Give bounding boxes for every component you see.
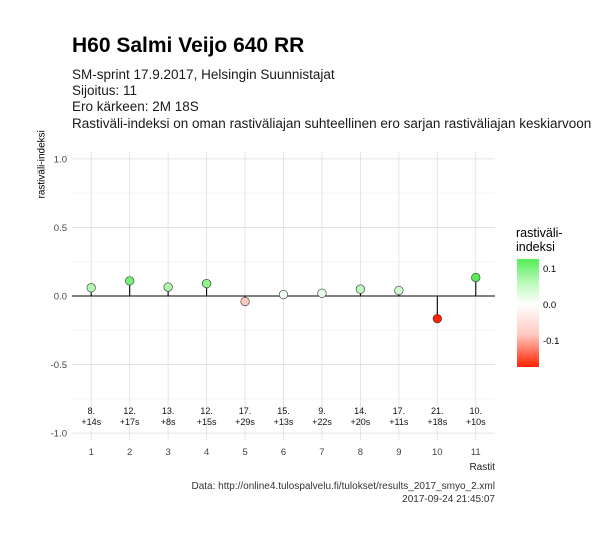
rank-label: 21. bbox=[431, 406, 444, 416]
rank-label: 15. bbox=[277, 406, 290, 416]
chart-title: H60 Salmi Veijo 640 RR bbox=[72, 34, 305, 57]
y-tick-label: 1.0 bbox=[54, 154, 67, 165]
x-tick-label: 5 bbox=[242, 447, 247, 458]
y-tick-label: 0.0 bbox=[54, 292, 67, 303]
x-tick-label: 2 bbox=[127, 447, 132, 458]
timestamp-caption: 2017-09-24 21:45:07 bbox=[402, 494, 495, 505]
rank-label: 14. bbox=[354, 406, 367, 416]
x-tick-label: 1 bbox=[89, 447, 94, 458]
x-tick-label: 8 bbox=[358, 447, 363, 458]
rank-label: 12. bbox=[200, 406, 213, 416]
x-axis-label: Rastit bbox=[469, 462, 495, 473]
time-behind-label: +8s bbox=[161, 417, 176, 427]
legend-tick-low: -0.1 bbox=[543, 336, 560, 347]
data-point bbox=[394, 285, 404, 296]
legend-color-bar bbox=[517, 259, 539, 367]
x-tick-label: 7 bbox=[319, 447, 324, 458]
subtitle-rank: Sijoitus: 11 bbox=[72, 83, 138, 98]
time-behind-label: +17s bbox=[120, 417, 140, 427]
data-point bbox=[163, 282, 173, 292]
data-point bbox=[317, 288, 327, 298]
time-behind-label: +29s bbox=[235, 417, 255, 427]
data-point bbox=[125, 276, 135, 286]
data-source-caption: Data: http://online4.tulospalvelu.fi/tul… bbox=[191, 481, 495, 492]
y-tick-label: -0.5 bbox=[51, 360, 67, 371]
subtitle-event: SM-sprint 17.9.2017, Helsingin Suunnista… bbox=[72, 67, 335, 82]
rank-label: 10. bbox=[470, 406, 483, 416]
legend-tick-high: 0.1 bbox=[543, 264, 557, 275]
rank-label: 17. bbox=[239, 406, 252, 416]
data-point bbox=[355, 284, 366, 294]
legend-title-line2: indeksi bbox=[516, 240, 555, 254]
y-tick-label: 0.5 bbox=[54, 223, 67, 234]
time-behind-label: +18s bbox=[427, 417, 447, 427]
legend-title-line1: rastiväli- bbox=[516, 226, 563, 240]
subtitle-gap: Ero kärkeen: 2M 18S bbox=[72, 99, 199, 114]
x-tick-label: 9 bbox=[396, 447, 401, 458]
rank-label: 8. bbox=[87, 406, 95, 416]
time-behind-label: +13s bbox=[274, 417, 294, 427]
x-tick-label: 11 bbox=[471, 447, 481, 458]
data-point bbox=[278, 290, 289, 300]
time-behind-label: +10s bbox=[466, 417, 486, 427]
data-point bbox=[86, 283, 96, 293]
time-behind-label: +11s bbox=[389, 417, 409, 427]
time-behind-label: +22s bbox=[312, 417, 332, 427]
rank-label: 12. bbox=[123, 406, 136, 416]
legend-title: rastiväli- indeksi bbox=[516, 226, 576, 254]
x-tick-label: 4 bbox=[204, 447, 209, 458]
rank-label: 9. bbox=[318, 406, 326, 416]
rank-label: 17. bbox=[393, 406, 406, 416]
data-point bbox=[432, 314, 442, 324]
time-behind-label: +14s bbox=[81, 417, 101, 427]
rank-label: 13. bbox=[162, 406, 175, 416]
time-behind-label: +20s bbox=[351, 417, 371, 427]
time-behind-label: +15s bbox=[197, 417, 217, 427]
x-tick-label: 3 bbox=[165, 447, 170, 458]
data-point bbox=[201, 279, 212, 289]
y-tick-label: -1.0 bbox=[51, 429, 67, 440]
legend-tick-mid: 0.0 bbox=[543, 300, 557, 311]
y-axis-label: rastiväli-indeksi bbox=[36, 130, 48, 199]
x-tick-label: 10 bbox=[432, 447, 443, 458]
subtitle-description: Rastiväli-indeksi on oman rastiväliajan … bbox=[72, 116, 592, 131]
data-point bbox=[240, 296, 250, 307]
data-point bbox=[471, 272, 481, 283]
x-tick-label: 6 bbox=[281, 447, 286, 458]
